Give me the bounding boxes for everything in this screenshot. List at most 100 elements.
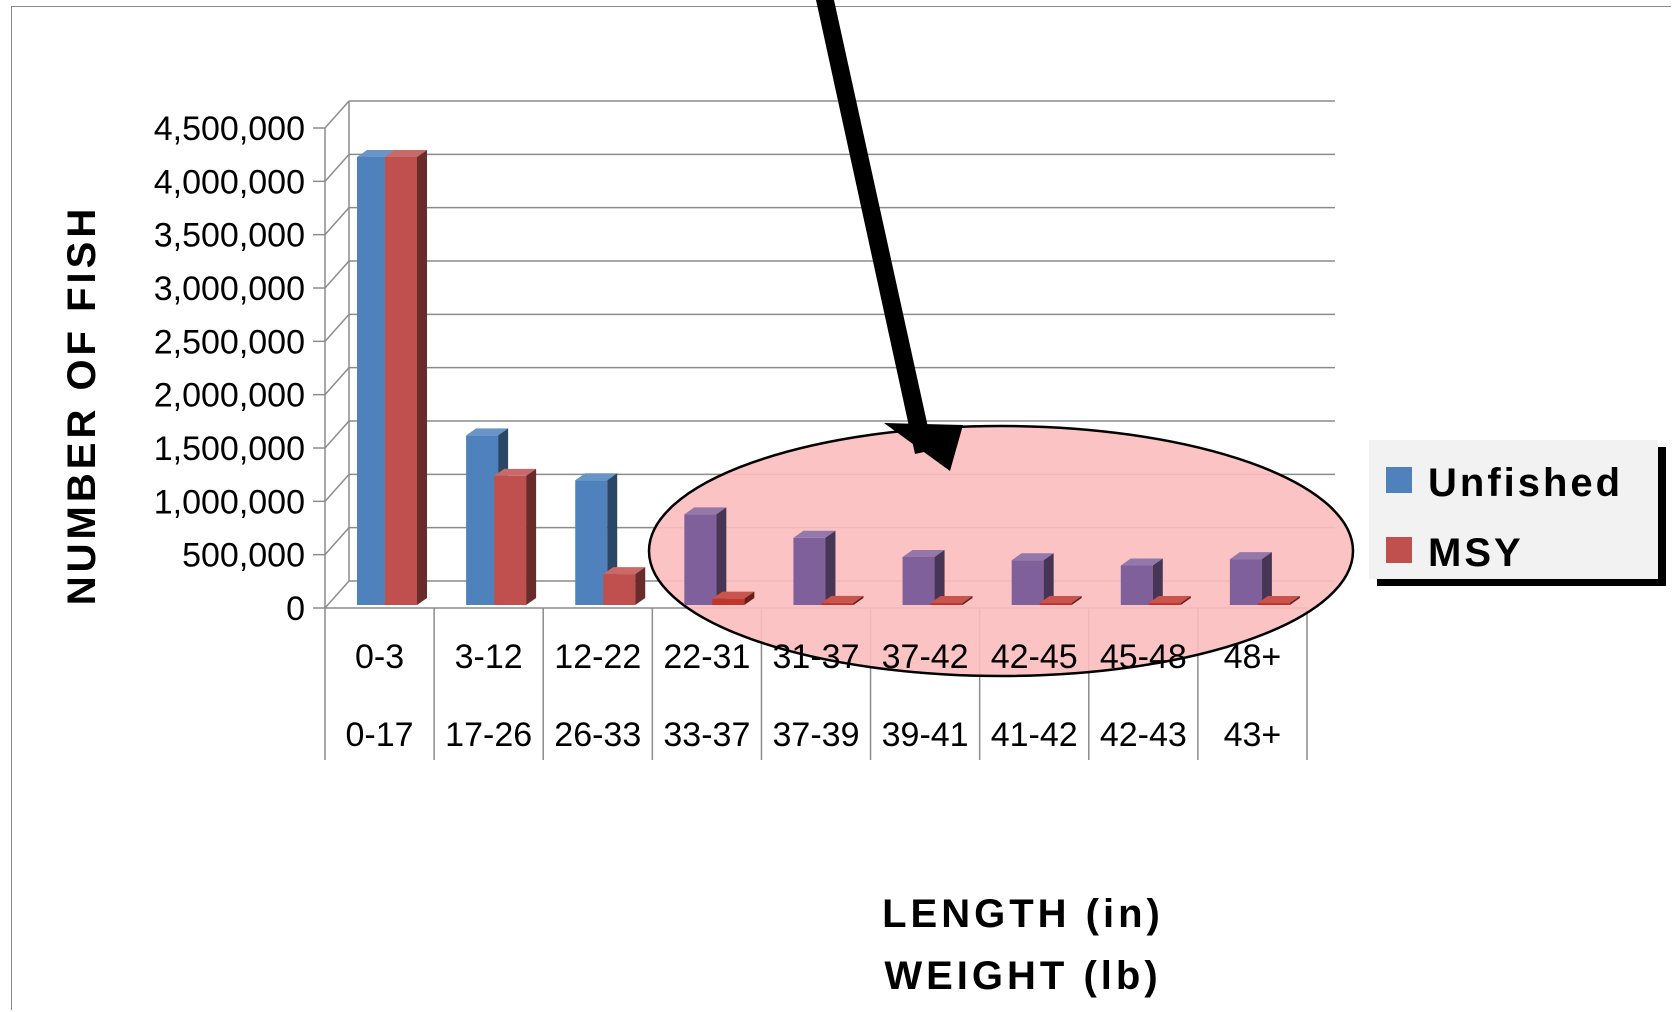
y-axis-ticks: 0 500,000 1,000,000 1,500,000 2,000,000 2,500… <box>154 110 305 628</box>
gridline-side <box>324 580 350 609</box>
bar-unfished-front <box>1011 560 1044 605</box>
legend-label-unfished: Unfished <box>1428 461 1623 505</box>
bar-msy <box>1148 596 1191 605</box>
bar-unfished-top <box>1120 558 1163 566</box>
y-tick-label: 4,000,000 <box>154 163 305 201</box>
arrow-shaft <box>816 0 933 454</box>
bar-unfished <box>1011 553 1054 605</box>
gridline-side <box>324 420 350 449</box>
gridline-side <box>324 313 350 342</box>
bar-msy-side <box>1180 596 1191 605</box>
bar-msy-top <box>1257 596 1300 603</box>
bar-unfished-front <box>575 480 608 605</box>
bar-msy <box>1257 596 1300 605</box>
x-tick-label-weight: 0-17 <box>346 716 414 754</box>
bar-unfished <box>793 530 836 605</box>
gridline-side <box>324 207 350 236</box>
bar-msy-top <box>712 591 755 599</box>
x-tick-label-weight: 26-33 <box>554 716 641 754</box>
bar-unfished <box>902 550 945 605</box>
x-tick-label-length: 0-3 <box>355 638 404 676</box>
bar-msy-top <box>385 150 427 157</box>
bar-msy <box>385 150 427 605</box>
bar-unfished-front <box>357 157 389 605</box>
x-tick-label-length: 45-48 <box>1100 638 1187 676</box>
bar-unfished <box>1120 558 1163 605</box>
bar-msy-side <box>1071 596 1082 605</box>
y-tick-label: 3,500,000 <box>154 217 305 255</box>
bar-unfished-top <box>466 428 509 436</box>
bar-msy-side <box>417 150 427 605</box>
bar-msy-side <box>635 567 646 605</box>
bar-unfished-front <box>902 557 935 605</box>
bar-msy-top <box>821 595 864 603</box>
x-tick-label-length: 31-37 <box>773 638 860 676</box>
arrow-head <box>884 423 963 471</box>
gridline-side <box>324 260 350 289</box>
bar-unfished-front <box>1120 565 1153 605</box>
x-axis-title-weight: WEIGHT (lb) <box>884 954 1161 998</box>
highlight-ellipse <box>647 424 1355 678</box>
bar-unfished-side <box>934 550 945 605</box>
bar-unfished-top <box>793 530 836 538</box>
bar-msy-front <box>1148 603 1181 605</box>
x-tick-label-weight: 37-39 <box>773 716 860 754</box>
bar-msy-side <box>744 591 755 605</box>
bar-msy-top <box>1039 596 1082 603</box>
x-tick-label-length: 12-22 <box>554 638 641 676</box>
bar-msy-side <box>1289 596 1300 605</box>
bars <box>357 150 1300 605</box>
gridline-side <box>324 527 350 556</box>
x-tick-label-length: 48+ <box>1224 638 1282 676</box>
x-tick-label-length: 3-12 <box>455 638 523 676</box>
bar-msy-top <box>603 567 646 575</box>
bar-unfished-front <box>684 514 717 605</box>
chart-frame <box>11 6 1671 1010</box>
bar-msy <box>712 591 755 605</box>
bar-unfished-side <box>825 530 836 605</box>
bar-unfished-side <box>716 507 727 605</box>
x-axis-labels: 0-3 0-17 3-12 17-26 12-22 26-33 22-31 33-37 31-3… <box>346 638 1282 754</box>
bar-msy-side <box>962 596 973 605</box>
y-tick-label: 1,500,000 <box>154 430 305 468</box>
legend-label-msy: MSY <box>1428 531 1524 575</box>
x-tick-label-weight: 33-37 <box>663 716 750 754</box>
bar-msy <box>1039 596 1082 605</box>
legend: Unfished MSY <box>1369 440 1666 586</box>
y-tick-label: 2,000,000 <box>154 377 305 415</box>
x-axis-title-length: LENGTH (in) <box>882 892 1164 936</box>
arrow <box>816 0 963 471</box>
bar-msy <box>603 567 646 605</box>
bar-msy-top <box>930 596 973 603</box>
gridline-side <box>324 473 350 502</box>
gridline-side <box>324 367 350 396</box>
bar-msy-front <box>712 598 745 605</box>
bar-unfished <box>1229 552 1272 605</box>
x-tick-label-weight: 43+ <box>1224 716 1282 754</box>
bar-msy-front <box>821 602 854 605</box>
y-axis-title: NUMBER OF FISH <box>60 205 104 605</box>
legend-box <box>1369 440 1658 579</box>
bar-unfished-side <box>1043 553 1054 605</box>
bar-msy-side <box>853 595 864 605</box>
y-tick-label: 500,000 <box>182 537 305 575</box>
bar-msy-front <box>930 603 963 605</box>
bar-unfished <box>684 507 727 605</box>
bar-unfished-side <box>1152 558 1163 605</box>
gridline-side <box>324 100 350 129</box>
bar-unfished-top <box>902 550 945 557</box>
y-tick-label: 4,500,000 <box>154 110 305 148</box>
x-tick-label-weight: 41-42 <box>991 716 1078 754</box>
bar-unfished-top <box>1011 553 1054 561</box>
y-tick-label: 3,000,000 <box>154 270 305 308</box>
bar-msy-front <box>385 157 417 605</box>
y-tick-label: 2,500,000 <box>154 323 305 361</box>
bar-unfished-front <box>466 435 499 605</box>
y-tick-label: 0 <box>286 590 305 628</box>
bar-unfished-top <box>684 507 727 515</box>
bar-msy-front <box>494 475 527 605</box>
bar-unfished-top <box>575 473 618 481</box>
y-tick-label: 1,000,000 <box>154 483 305 521</box>
bar-msy-front <box>1039 603 1072 605</box>
